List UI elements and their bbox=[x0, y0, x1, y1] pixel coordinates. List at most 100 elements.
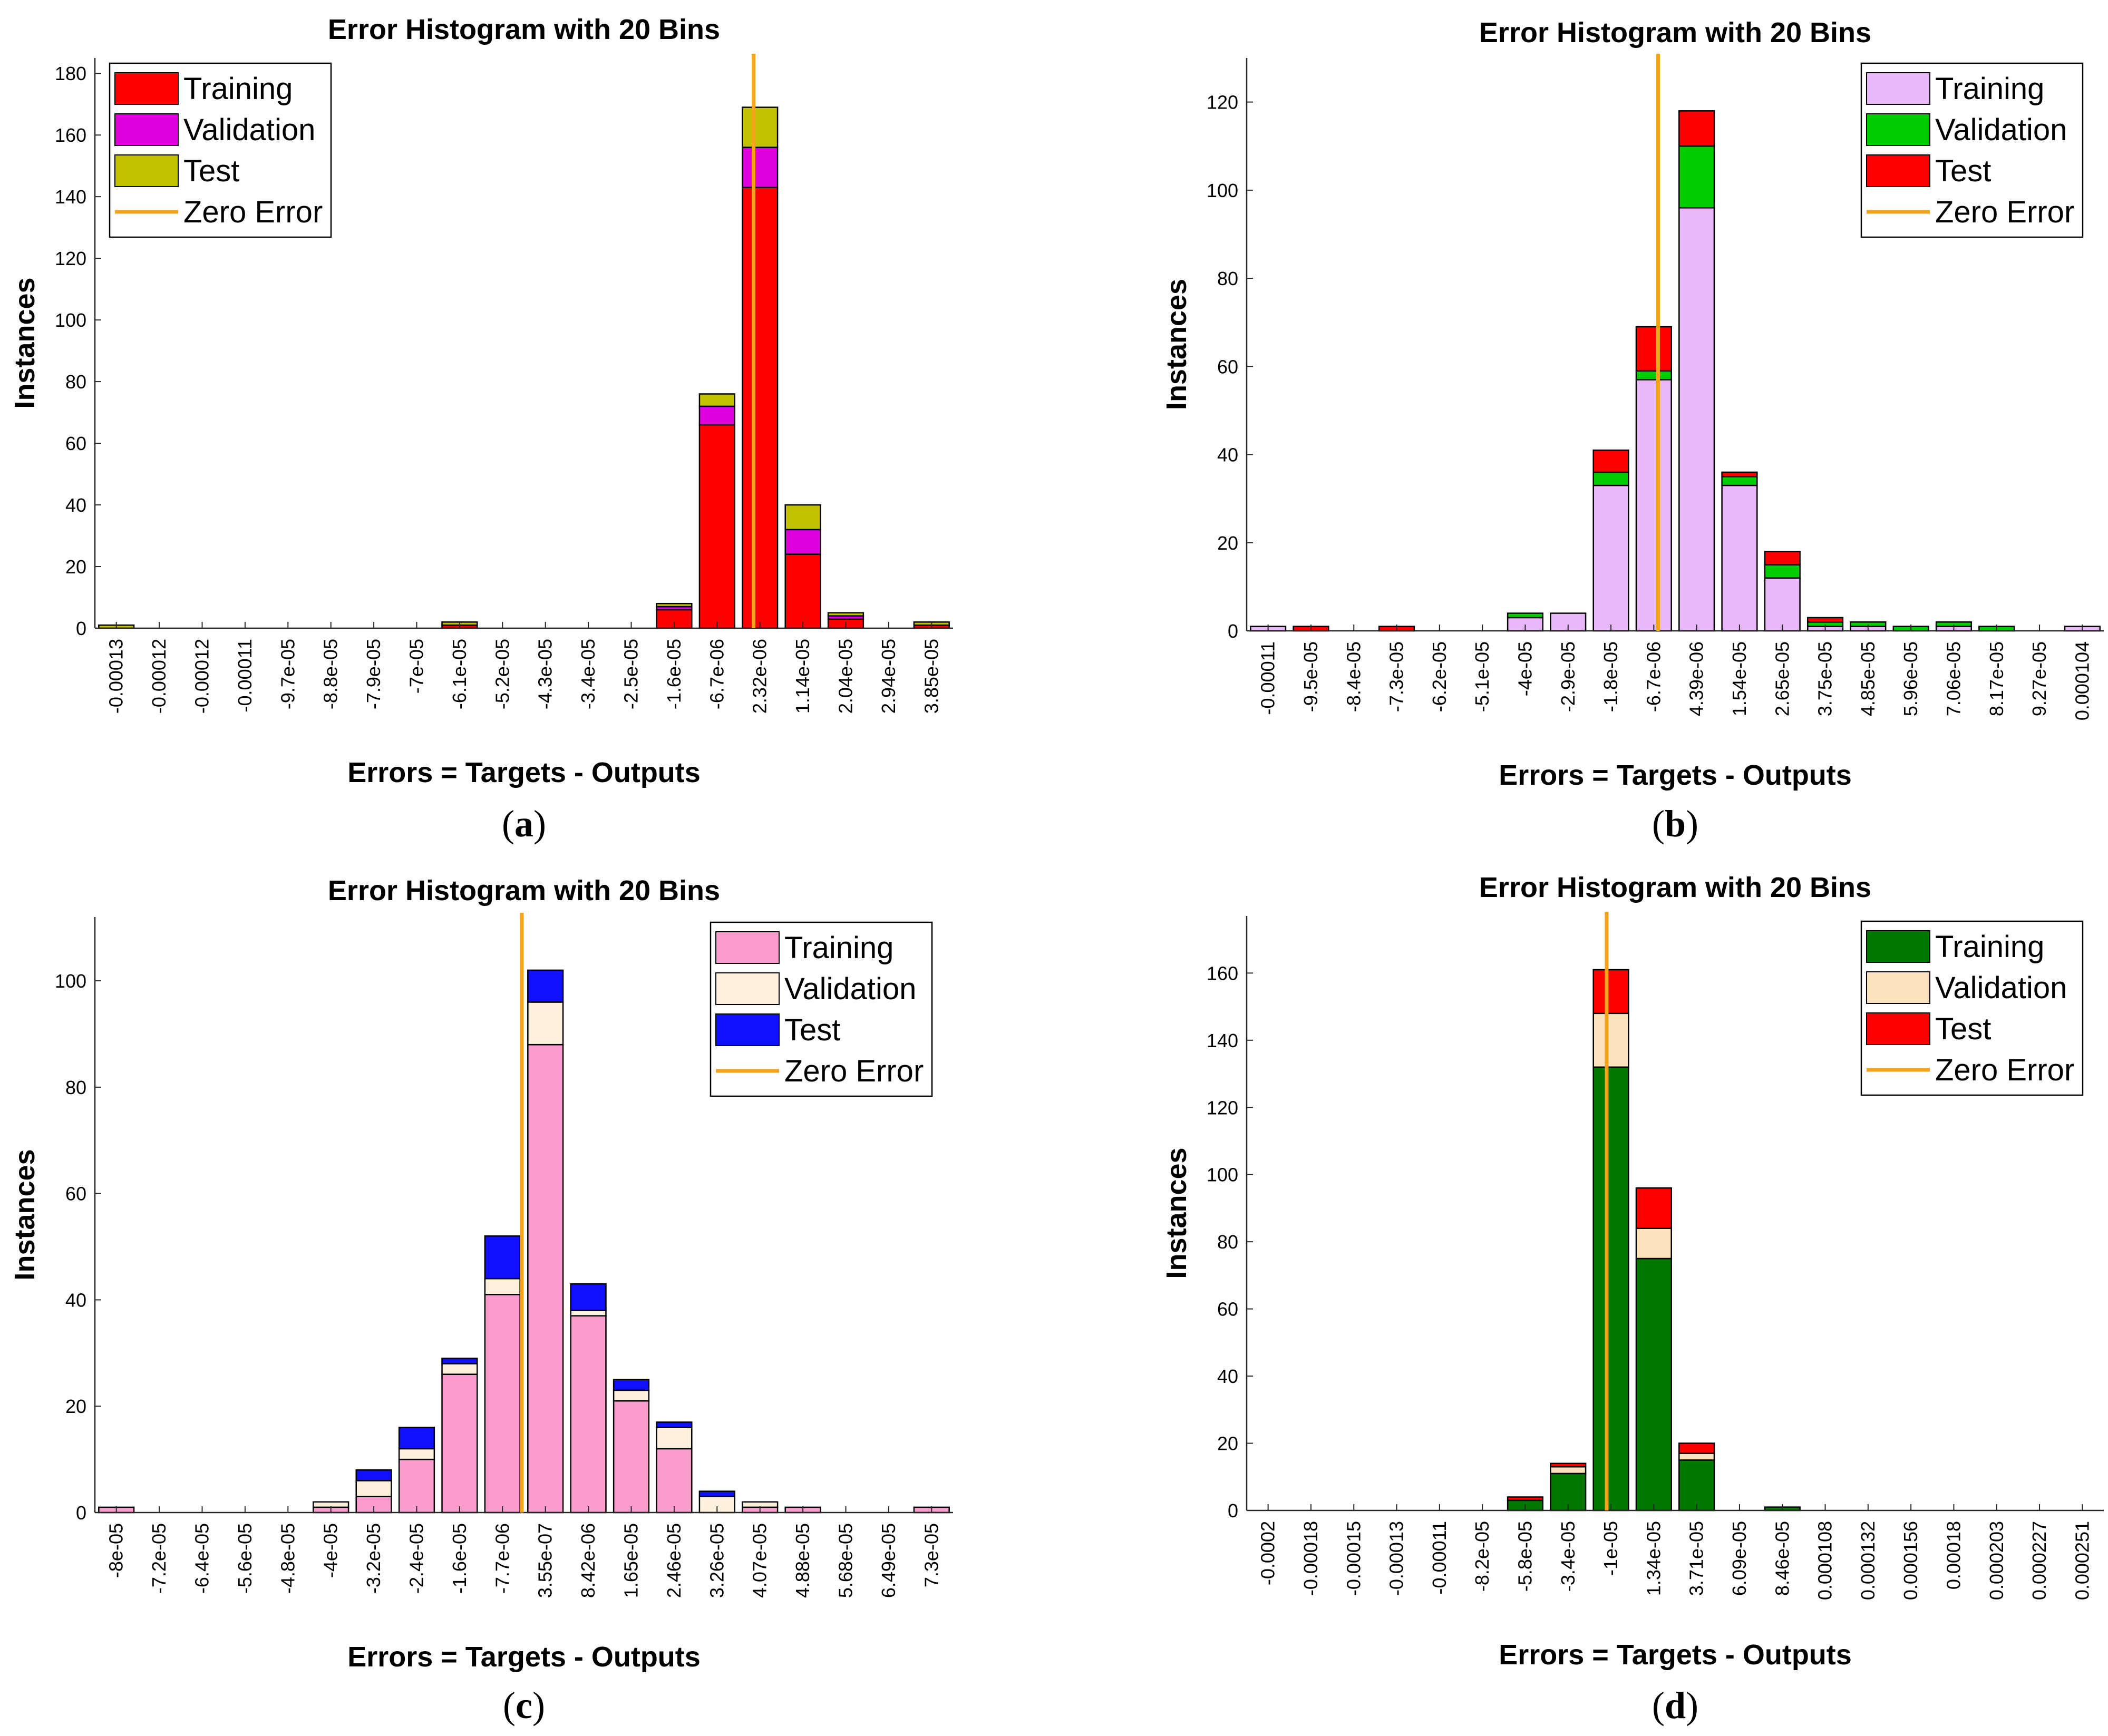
x-tick-label: 0.000104 bbox=[2071, 641, 2093, 720]
panel-d: Error Histogram with 20 Bins 0 20 40 60 80 100… bbox=[1161, 872, 2104, 1727]
y-tick-label: 140 bbox=[1207, 1030, 1238, 1051]
legend-label-zero-error: Zero Error bbox=[1935, 195, 2074, 229]
x-tick-label: -1e-05 bbox=[1600, 1521, 1621, 1576]
y-tick-label: 100 bbox=[1207, 1164, 1238, 1186]
x-tick-label: 3.55e-07 bbox=[535, 1523, 556, 1598]
legend-swatch-validation bbox=[1866, 971, 1930, 1004]
legend: Training Validation Test Zero Error bbox=[1860, 62, 2084, 238]
y-tick-label: 140 bbox=[55, 186, 86, 208]
x-tick-label: -0.00015 bbox=[1343, 1521, 1364, 1596]
bar-validation-16 bbox=[784, 529, 821, 555]
x-tick-label: 0.000203 bbox=[1986, 1521, 2007, 1600]
bar-validation-9 bbox=[1635, 1227, 1672, 1260]
x-tick-label: 8.46e-05 bbox=[1771, 1521, 1793, 1596]
x-tick-label: -4.8e-05 bbox=[277, 1523, 298, 1594]
x-tick-label: 2.46e-05 bbox=[663, 1523, 685, 1598]
bar-test-9 bbox=[1635, 326, 1672, 372]
y-tick-label: 0 bbox=[76, 1502, 86, 1524]
legend-swatch-training bbox=[1866, 72, 1930, 105]
x-tick-label: -0.00012 bbox=[191, 639, 213, 714]
bar-validation-6 bbox=[355, 1480, 392, 1497]
bar-validation-9 bbox=[484, 1277, 521, 1295]
x-tick-label: -5.8e-05 bbox=[1514, 1521, 1536, 1592]
bar-training-8 bbox=[1592, 1066, 1629, 1511]
bar-training-7 bbox=[398, 1458, 435, 1514]
bar-test-12 bbox=[1764, 551, 1801, 565]
legend-label-training: Training bbox=[784, 931, 893, 965]
y-tick-label: 40 bbox=[1217, 444, 1238, 466]
y-tick-label: 60 bbox=[1217, 1299, 1238, 1320]
bar-training-15 bbox=[742, 187, 779, 629]
bar-test-13 bbox=[656, 602, 693, 608]
x-tick-label: -4e-05 bbox=[320, 1523, 342, 1578]
bar-test-9 bbox=[484, 1235, 521, 1280]
bar-test-12 bbox=[613, 1379, 650, 1391]
legend-label-validation: Validation bbox=[784, 972, 916, 1006]
x-tick-label: 7.06e-05 bbox=[1942, 641, 1964, 716]
bar-validation-13 bbox=[656, 1427, 693, 1450]
x-tick-label: 0.000227 bbox=[2028, 1521, 2050, 1600]
x-axis-label: Errors = Targets - Outputs bbox=[347, 757, 701, 788]
x-tick-label: -7e-05 bbox=[406, 639, 428, 694]
y-tick-label: 0 bbox=[76, 618, 86, 639]
bar-test-6 bbox=[355, 1469, 392, 1481]
bar-validation-11 bbox=[1721, 476, 1758, 486]
x-tick-label: 1.54e-05 bbox=[1728, 641, 1750, 716]
bar-training-8 bbox=[441, 1373, 478, 1514]
x-tick-label: -0.00012 bbox=[148, 639, 170, 714]
panel-a: Error Histogram with 20 Bins 0 20 40 60 80 100… bbox=[9, 14, 953, 845]
legend-swatch-training bbox=[114, 72, 179, 105]
bar-validation-7 bbox=[398, 1448, 435, 1460]
x-tick-label: 6.09e-05 bbox=[1728, 1521, 1750, 1596]
bar-validation-11 bbox=[570, 1310, 607, 1316]
x-tick-label: -7.7e-06 bbox=[491, 1523, 513, 1594]
legend-label-test: Test bbox=[1935, 154, 1991, 188]
bar-training-10 bbox=[1678, 1459, 1715, 1511]
x-tick-label: 3.75e-05 bbox=[1814, 641, 1836, 716]
x-tick-label: -8.2e-05 bbox=[1471, 1521, 1493, 1592]
bar-training-9 bbox=[484, 1294, 521, 1514]
x-tick-label: -6.1e-05 bbox=[449, 639, 470, 709]
x-tick-label: -4.3e-05 bbox=[535, 639, 556, 709]
y-tick-label: 20 bbox=[65, 1396, 86, 1417]
x-tick-label: 3.71e-05 bbox=[1686, 1521, 1707, 1596]
x-tick-label: -0.00013 bbox=[105, 639, 127, 714]
x-tick-label: -9.7e-05 bbox=[277, 639, 298, 709]
bar-test-7 bbox=[398, 1427, 435, 1450]
x-axis-label: Errors = Targets - Outputs bbox=[347, 1641, 701, 1673]
x-tick-label: -5.1e-05 bbox=[1471, 641, 1493, 712]
x-tick-label: -8.8e-05 bbox=[320, 639, 342, 709]
x-tick-label: -7.3e-05 bbox=[1386, 641, 1407, 712]
x-tick-label: 1.34e-05 bbox=[1643, 1521, 1664, 1596]
bar-test-14 bbox=[698, 393, 735, 407]
x-tick-label: -7.9e-05 bbox=[363, 639, 384, 709]
legend-label-test: Test bbox=[183, 154, 239, 188]
legend-swatch-test bbox=[715, 1013, 780, 1046]
y-tick-label: 60 bbox=[65, 433, 86, 454]
bar-training-12 bbox=[613, 1400, 650, 1514]
x-tick-label: 4.88e-05 bbox=[792, 1523, 813, 1598]
bar-test-10 bbox=[1678, 1442, 1715, 1454]
x-tick-label: -0.00011 bbox=[1257, 641, 1279, 715]
bar-test-10 bbox=[527, 969, 564, 1003]
bar-validation-12 bbox=[1764, 564, 1801, 579]
x-tick-label: -1.8e-05 bbox=[1600, 641, 1621, 712]
bar-training-10 bbox=[1678, 207, 1715, 632]
x-tick-label: -1.6e-05 bbox=[449, 1523, 470, 1594]
x-tick-label: -3.4e-05 bbox=[577, 639, 599, 709]
legend-swatch-test bbox=[1866, 154, 1930, 187]
x-tick-label: -6.7e-06 bbox=[1643, 641, 1664, 712]
bar-validation-12 bbox=[613, 1389, 650, 1402]
bar-training-9 bbox=[1635, 1257, 1672, 1511]
x-tick-label: -6.7e-06 bbox=[706, 639, 727, 709]
bar-test-13 bbox=[656, 1421, 693, 1428]
y-axis-label: Instances bbox=[9, 277, 41, 408]
x-tick-label: -9.5e-05 bbox=[1300, 641, 1322, 712]
legend: Training Validation Test Zero Error bbox=[710, 921, 933, 1097]
x-tick-label: 0.000132 bbox=[1857, 1521, 1879, 1600]
chart-title: Error Histogram with 20 Bins bbox=[1479, 17, 1871, 48]
bar-test-9 bbox=[1635, 1187, 1672, 1229]
bar-validation-8 bbox=[1592, 1012, 1629, 1068]
panel-label: (b) bbox=[1652, 803, 1698, 845]
x-tick-label: -6.2e-05 bbox=[1429, 641, 1450, 712]
